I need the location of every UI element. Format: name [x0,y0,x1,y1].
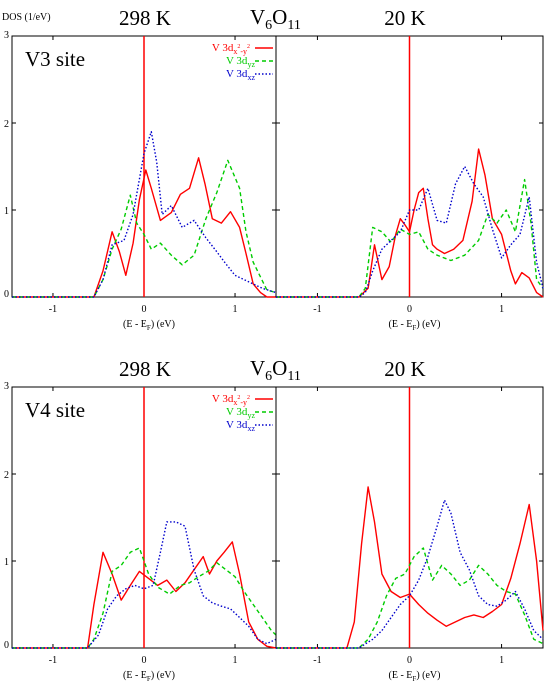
x-tick-label: 0 [407,304,412,315]
y-tick-label: 1 [4,557,9,568]
legend-entry-label: V 3dyz [226,406,256,420]
legend-entry-label: V 3dxz [226,419,256,433]
x-tick-label: -1 [49,655,57,666]
series-line-dx2y2 [276,486,544,649]
y-tick-label: 3 [4,30,9,41]
series-line-dxz [12,130,277,298]
series-line-dyz [276,178,544,298]
legend-entry-label: V 3dyz [226,55,256,69]
site-label: V3 site [25,47,85,71]
x-axis-label: (E - EF) (eV) [389,319,441,332]
x-axis-label: (E - EF) (eV) [389,670,441,683]
x-tick-label: 0 [142,655,147,666]
x-tick-label: 0 [142,304,147,315]
x-tick-label: 1 [233,655,238,666]
series-line-dyz [12,547,277,649]
temperature-label: 20 K [384,357,425,381]
legend-entry-label: V 3dx2-y2 [212,42,250,56]
series-line-dxz [276,499,544,649]
series-line-dxz [276,165,544,298]
y-axis-label: DOS (1/eV) [2,12,51,23]
x-tick-label: 1 [499,655,504,666]
series-line-dx2y2 [12,157,276,298]
x-tick-label: -1 [313,655,321,666]
x-axis-label: (E - EF) (eV) [123,670,175,683]
y-tick-label: 0 [4,640,9,651]
series-line-dxz [12,521,277,649]
series-line-dyz [276,547,544,649]
y-tick-label: 1 [4,206,9,217]
compound-title: V6O11 [250,356,301,384]
series-line-dx2y2 [276,148,544,298]
x-tick-label: -1 [49,304,57,315]
legend-entry-label: V 3dxz [226,68,256,82]
temperature-label: 298 K [119,357,171,381]
compound-title: V6O11 [250,5,301,33]
x-tick-label: -1 [313,304,321,315]
y-tick-label: 2 [4,470,9,481]
y-tick-label: 2 [4,119,9,130]
legend-entry-label: V 3dx2-y2 [212,393,250,407]
y-tick-label: 3 [4,381,9,392]
site-label: V4 site [25,398,85,422]
y-tick-label: 0 [4,289,9,300]
panel-1: -1 0 1 0 1 2 3 [4,30,277,315]
x-axis-label: (E - EF) (eV) [123,319,175,332]
series-line-dx2y2 [12,541,277,649]
x-tick-label: 1 [499,304,504,315]
temperature-label: 298 K [119,6,171,30]
temperature-label: 20 K [384,6,425,30]
x-tick-label: 0 [407,655,412,666]
x-tick-label: 1 [233,304,238,315]
series-line-dyz [12,159,277,298]
